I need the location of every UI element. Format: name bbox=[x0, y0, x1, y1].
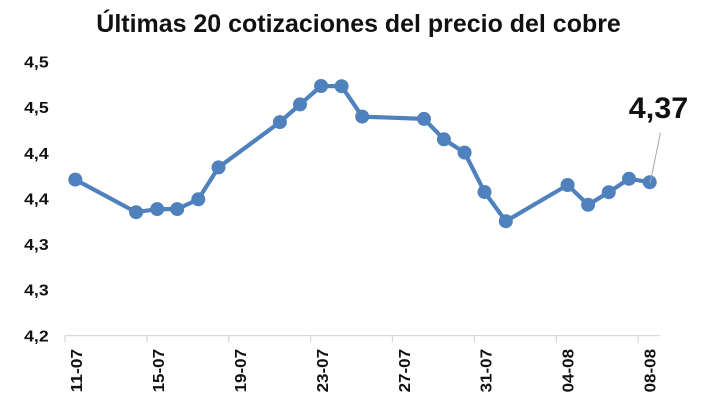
svg-text:11-07: 11-07 bbox=[69, 349, 86, 393]
svg-text:04-08: 04-08 bbox=[561, 349, 578, 393]
svg-text:4,37: 4,37 bbox=[629, 92, 689, 125]
svg-text:4,3: 4,3 bbox=[24, 283, 49, 300]
svg-text:4,5: 4,5 bbox=[24, 55, 49, 72]
svg-text:4,4: 4,4 bbox=[24, 146, 49, 163]
svg-text:4,4: 4,4 bbox=[24, 191, 49, 208]
svg-text:23-07: 23-07 bbox=[315, 349, 332, 393]
svg-text:15-07: 15-07 bbox=[151, 349, 168, 393]
svg-text:Últimas 20 cotizaciones del pr: Últimas 20 cotizaciones del precio del c… bbox=[96, 8, 621, 38]
svg-text:19-07: 19-07 bbox=[233, 349, 250, 393]
svg-text:4,2: 4,2 bbox=[24, 328, 49, 345]
svg-text:4,5: 4,5 bbox=[24, 100, 49, 117]
svg-text:4,3: 4,3 bbox=[24, 237, 49, 254]
svg-text:31-07: 31-07 bbox=[479, 349, 496, 393]
svg-text:08-08: 08-08 bbox=[643, 349, 660, 393]
svg-text:27-07: 27-07 bbox=[397, 349, 414, 393]
